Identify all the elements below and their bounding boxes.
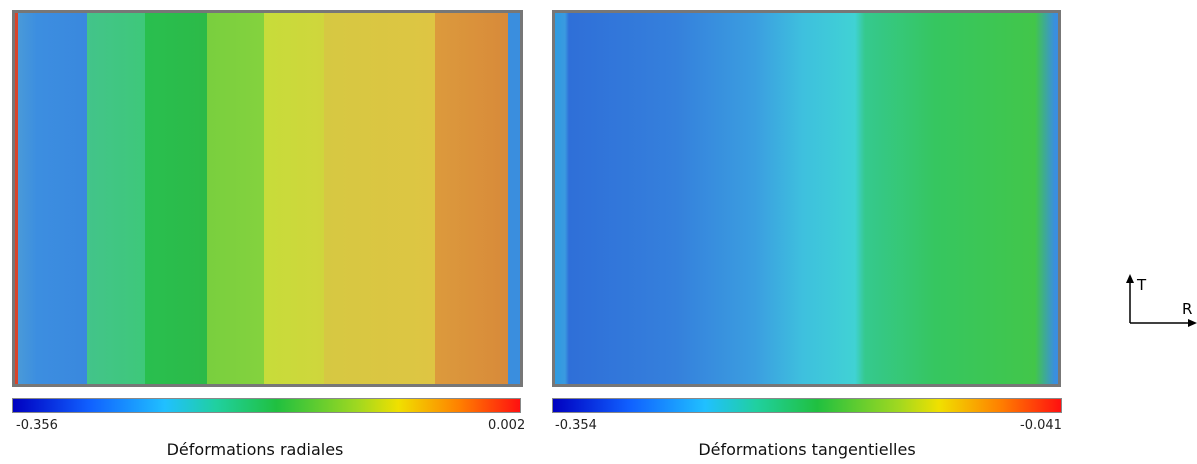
caption: Déformations tangentielles xyxy=(698,440,916,459)
colorbar-min: -0.356 xyxy=(16,418,58,433)
caption: Déformations radiales xyxy=(166,440,344,459)
colorbar-max: 0.002 xyxy=(488,418,526,433)
colorbar xyxy=(12,398,521,413)
colorbar-min: -0.354 xyxy=(555,418,597,433)
axis-label: R xyxy=(1182,300,1192,318)
colorbar xyxy=(552,398,1062,413)
radial-strain-map xyxy=(12,10,523,387)
axis-label: T xyxy=(1136,276,1147,294)
colorbar-max: -0.041 xyxy=(1020,418,1062,433)
axis-arrows: T R xyxy=(1126,274,1197,327)
tangential-strain-map xyxy=(552,10,1061,387)
